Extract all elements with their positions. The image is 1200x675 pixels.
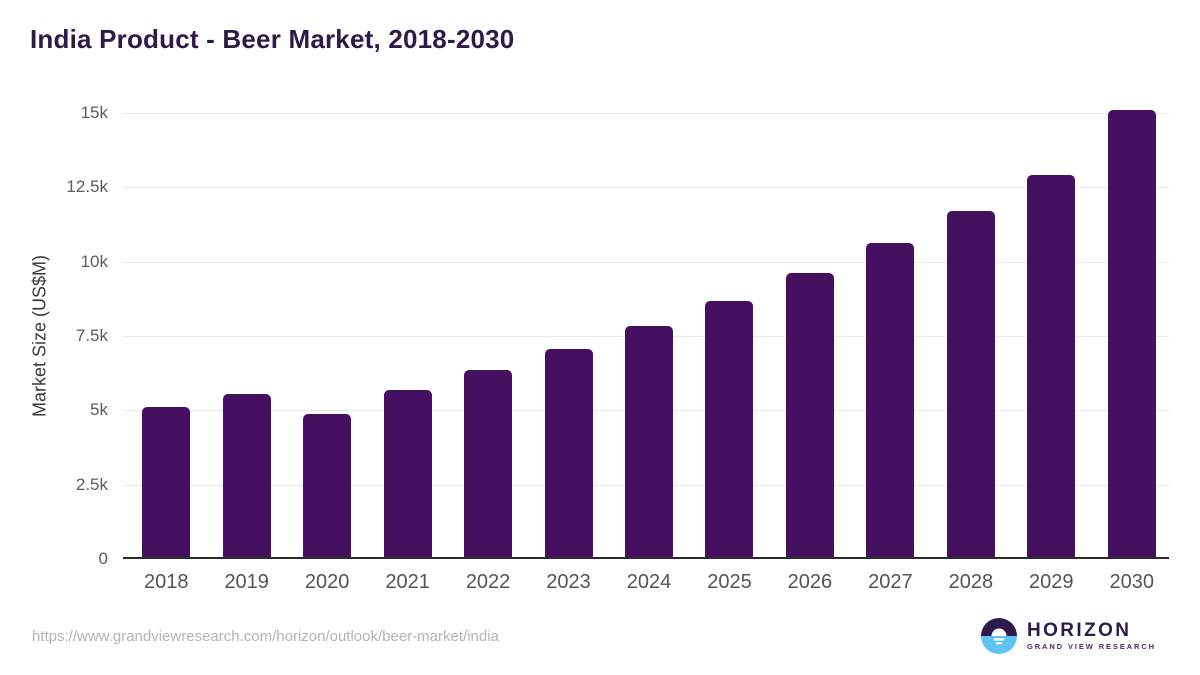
horizon-logo: HORIZON GRAND VIEW RESEARCH <box>980 617 1156 655</box>
bar-2023 <box>544 348 593 557</box>
bar-2030 <box>1107 109 1156 557</box>
y-tick-label-5k: 5k <box>90 400 108 420</box>
bar-2022 <box>464 370 513 557</box>
bar-2029 <box>1027 174 1076 557</box>
source-url: https://www.grandviewresearch.com/horizo… <box>32 628 499 645</box>
x-tick-label-2026: 2026 <box>787 571 833 593</box>
y-tick-label-2.5k: 2.5k <box>75 474 108 494</box>
y-tick-label-15k: 15k <box>80 103 108 122</box>
logo-name: HORIZON <box>1026 619 1132 641</box>
bar-2027 <box>866 243 915 557</box>
y-tick-label-7.5k: 7.5k <box>75 326 108 345</box>
x-tick-label-2024: 2024 <box>626 571 672 593</box>
bar-2018 <box>142 407 191 557</box>
chart-title: India Product - Beer Market, 2018-2030 <box>30 24 515 54</box>
x-tick-label-2025: 2025 <box>707 571 752 593</box>
horizon-sun-icon <box>980 617 1018 655</box>
x-tick-label-2022: 2022 <box>465 571 511 593</box>
plot-area: Market Size (US$M) 0 2.5k 5k 7.5k 10k 12.5k 15… <box>30 103 1169 593</box>
y-tick-label-0: 0 <box>98 549 108 568</box>
gridline-15k <box>123 113 1169 114</box>
x-tick-label-2023: 2023 <box>546 571 591 593</box>
x-tick-label-2030: 2030 <box>1109 571 1155 593</box>
x-tick-label-2027: 2027 <box>868 571 913 593</box>
x-tick-label-2020: 2020 <box>304 571 350 593</box>
x-tick-label-2028: 2028 <box>948 571 994 593</box>
y-tick-label-12.5k: 12.5k <box>66 177 108 197</box>
bar-2026 <box>785 272 834 557</box>
y-axis-title: Market Size (US$M) <box>29 254 50 418</box>
bar-2019 <box>222 394 271 557</box>
x-tick-label-2029: 2029 <box>1029 571 1074 593</box>
x-tick-label-2019: 2019 <box>224 571 269 593</box>
x-axis-line <box>123 557 1169 559</box>
bar-2021 <box>383 389 432 557</box>
gridline-12.5k <box>123 187 1169 189</box>
logo-text: HORIZON GRAND VIEW RESEARCH <box>1026 619 1156 652</box>
logo-subtitle: GRAND VIEW RESEARCH <box>1026 642 1156 652</box>
x-tick-label-2021: 2021 <box>385 571 430 593</box>
bar-2025 <box>705 301 754 557</box>
gridline-10k <box>123 261 1169 263</box>
x-tick-label-2018: 2018 <box>143 571 189 593</box>
bar-2020 <box>303 413 352 557</box>
bar-2028 <box>946 211 995 557</box>
y-tick-label-10k: 10k <box>80 251 108 271</box>
bar-2024 <box>625 326 673 557</box>
